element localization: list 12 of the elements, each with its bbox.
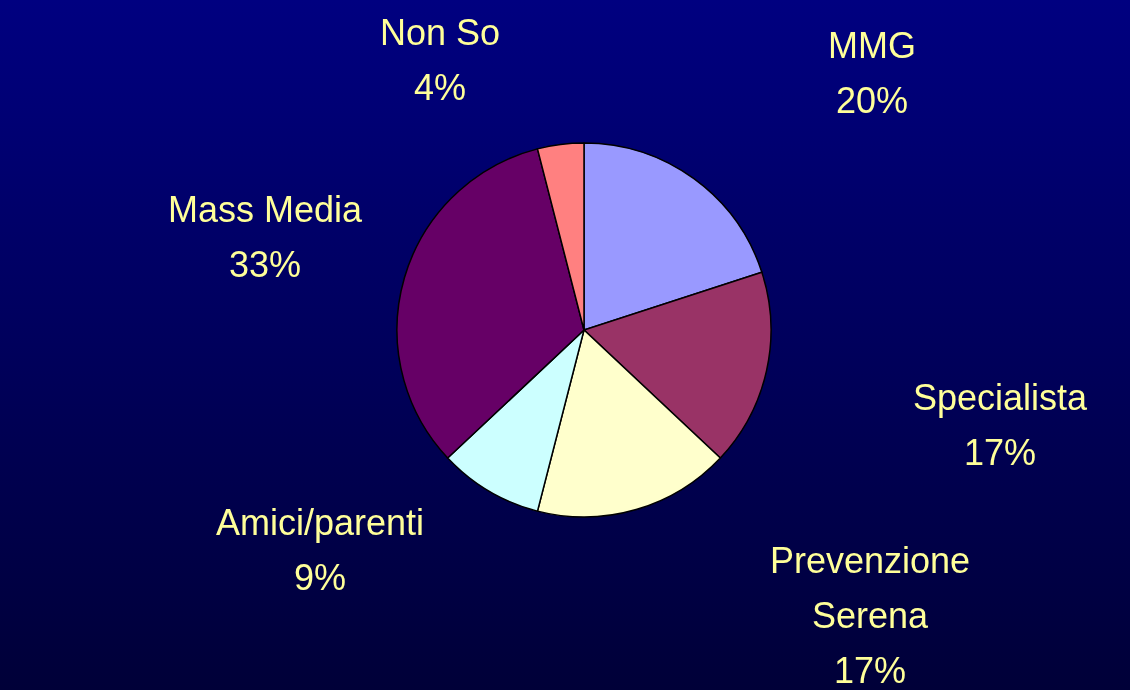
data-label: 33% — [228, 244, 302, 285]
data-label: 20% — [835, 80, 909, 121]
data-label: 4% — [413, 67, 467, 108]
slice-label: Amici/parenti — [215, 502, 425, 543]
data-label: 9% — [293, 557, 347, 598]
slice-label: Specialista — [912, 377, 1089, 418]
slice-label: Mass Media — [167, 189, 364, 230]
slice-label: Prevenzione Serena — [769, 540, 971, 636]
slice-label: MMG — [828, 25, 916, 66]
data-label: 17% — [833, 650, 907, 690]
data-label: 17% — [963, 432, 1037, 473]
slice-label: Non So — [379, 12, 501, 53]
